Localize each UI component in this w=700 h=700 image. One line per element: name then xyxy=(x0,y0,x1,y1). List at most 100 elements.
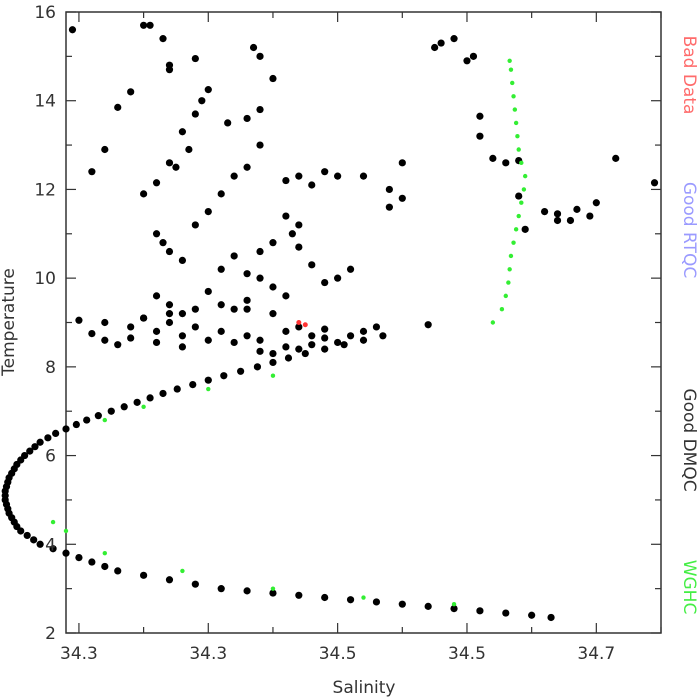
data-point xyxy=(191,110,199,118)
data-point xyxy=(237,367,245,375)
data-point xyxy=(159,389,167,398)
data-point xyxy=(243,332,251,340)
data-point xyxy=(230,305,238,313)
y-tick-label: 14 xyxy=(34,92,56,112)
data-point xyxy=(140,571,148,579)
data-point xyxy=(334,338,342,347)
data-point xyxy=(189,381,197,389)
data-point xyxy=(243,305,251,313)
data-point xyxy=(23,531,31,540)
data-point xyxy=(361,595,366,600)
data-point xyxy=(513,120,519,126)
y-tick-label: 8 xyxy=(45,358,56,378)
data-point xyxy=(469,52,478,60)
data-point xyxy=(180,568,185,574)
data-point xyxy=(36,540,44,548)
data-point xyxy=(152,327,161,335)
data-point xyxy=(101,336,109,344)
tick-labels: 2 4 6 8 10 12 14 16 34.3 34.3 34.5 34.5 34.7 xyxy=(34,3,615,664)
data-point xyxy=(499,306,505,312)
data-point xyxy=(62,549,70,557)
data-point xyxy=(152,292,161,300)
data-point xyxy=(36,438,44,446)
data-point xyxy=(321,325,329,333)
data-point xyxy=(152,230,161,238)
data-point xyxy=(269,74,277,83)
data-point xyxy=(152,338,161,347)
data-point xyxy=(185,145,193,154)
data-point xyxy=(253,363,262,371)
data-point xyxy=(243,270,251,278)
data-point xyxy=(94,412,102,420)
data-point xyxy=(282,212,290,220)
axis-ticks xyxy=(66,11,662,634)
data-point xyxy=(269,283,277,291)
data-point xyxy=(114,567,122,575)
data-point xyxy=(88,168,96,176)
data-point xyxy=(256,347,264,355)
data-point xyxy=(269,349,277,358)
data-point xyxy=(424,602,432,610)
data-point xyxy=(566,216,575,225)
data-point xyxy=(506,280,511,285)
data-point xyxy=(30,536,38,544)
data-point xyxy=(359,327,368,335)
data-point xyxy=(75,316,83,324)
data-point xyxy=(476,607,484,615)
data-point xyxy=(398,194,406,202)
data-point xyxy=(178,310,187,318)
data-point xyxy=(243,296,251,304)
data-point xyxy=(191,305,199,313)
data-point xyxy=(592,199,600,207)
data-point xyxy=(282,343,290,351)
data-point xyxy=(270,373,276,378)
x-tick-label: 34.7 xyxy=(577,644,615,664)
data-point xyxy=(553,210,562,218)
data-point xyxy=(159,35,167,43)
data-point xyxy=(165,66,174,74)
y-axis-title: Temperature xyxy=(0,268,19,377)
data-point xyxy=(511,94,516,99)
legend-item-good-dmqc: Good DMQC xyxy=(679,388,699,491)
data-point xyxy=(146,21,154,29)
data-point xyxy=(102,417,108,423)
data-point xyxy=(308,332,316,340)
data-point xyxy=(321,593,329,602)
legend: Bad Data Good RTQC Good DMQC WGHC xyxy=(679,36,699,615)
data-point xyxy=(295,323,303,331)
data-point xyxy=(256,52,264,60)
data-point xyxy=(172,163,180,171)
data-point xyxy=(450,605,458,613)
data-point xyxy=(519,200,524,205)
data-point xyxy=(127,334,135,342)
data-point xyxy=(321,278,329,287)
series-good-dmqc xyxy=(1,301,555,622)
data-point xyxy=(463,57,471,65)
data-point xyxy=(165,159,174,167)
data-point xyxy=(52,429,60,437)
data-point xyxy=(296,320,302,325)
data-point xyxy=(101,145,109,154)
data-point xyxy=(102,550,108,556)
data-point xyxy=(243,163,251,171)
data-point xyxy=(206,386,211,392)
data-point xyxy=(269,589,277,597)
data-point xyxy=(502,159,510,167)
data-point xyxy=(270,586,276,591)
data-point xyxy=(502,609,510,617)
data-point xyxy=(515,192,523,200)
data-point xyxy=(165,301,174,309)
data-point xyxy=(431,43,439,52)
data-point xyxy=(269,310,277,318)
data-point xyxy=(522,173,528,179)
data-point xyxy=(49,545,57,553)
data-point xyxy=(321,168,329,176)
data-point xyxy=(553,216,562,225)
data-point xyxy=(140,21,148,29)
data-point xyxy=(198,97,206,105)
data-point xyxy=(165,247,174,256)
data-point xyxy=(256,336,264,344)
data-point xyxy=(127,88,135,96)
data-point xyxy=(424,321,432,329)
data-point xyxy=(256,105,264,114)
